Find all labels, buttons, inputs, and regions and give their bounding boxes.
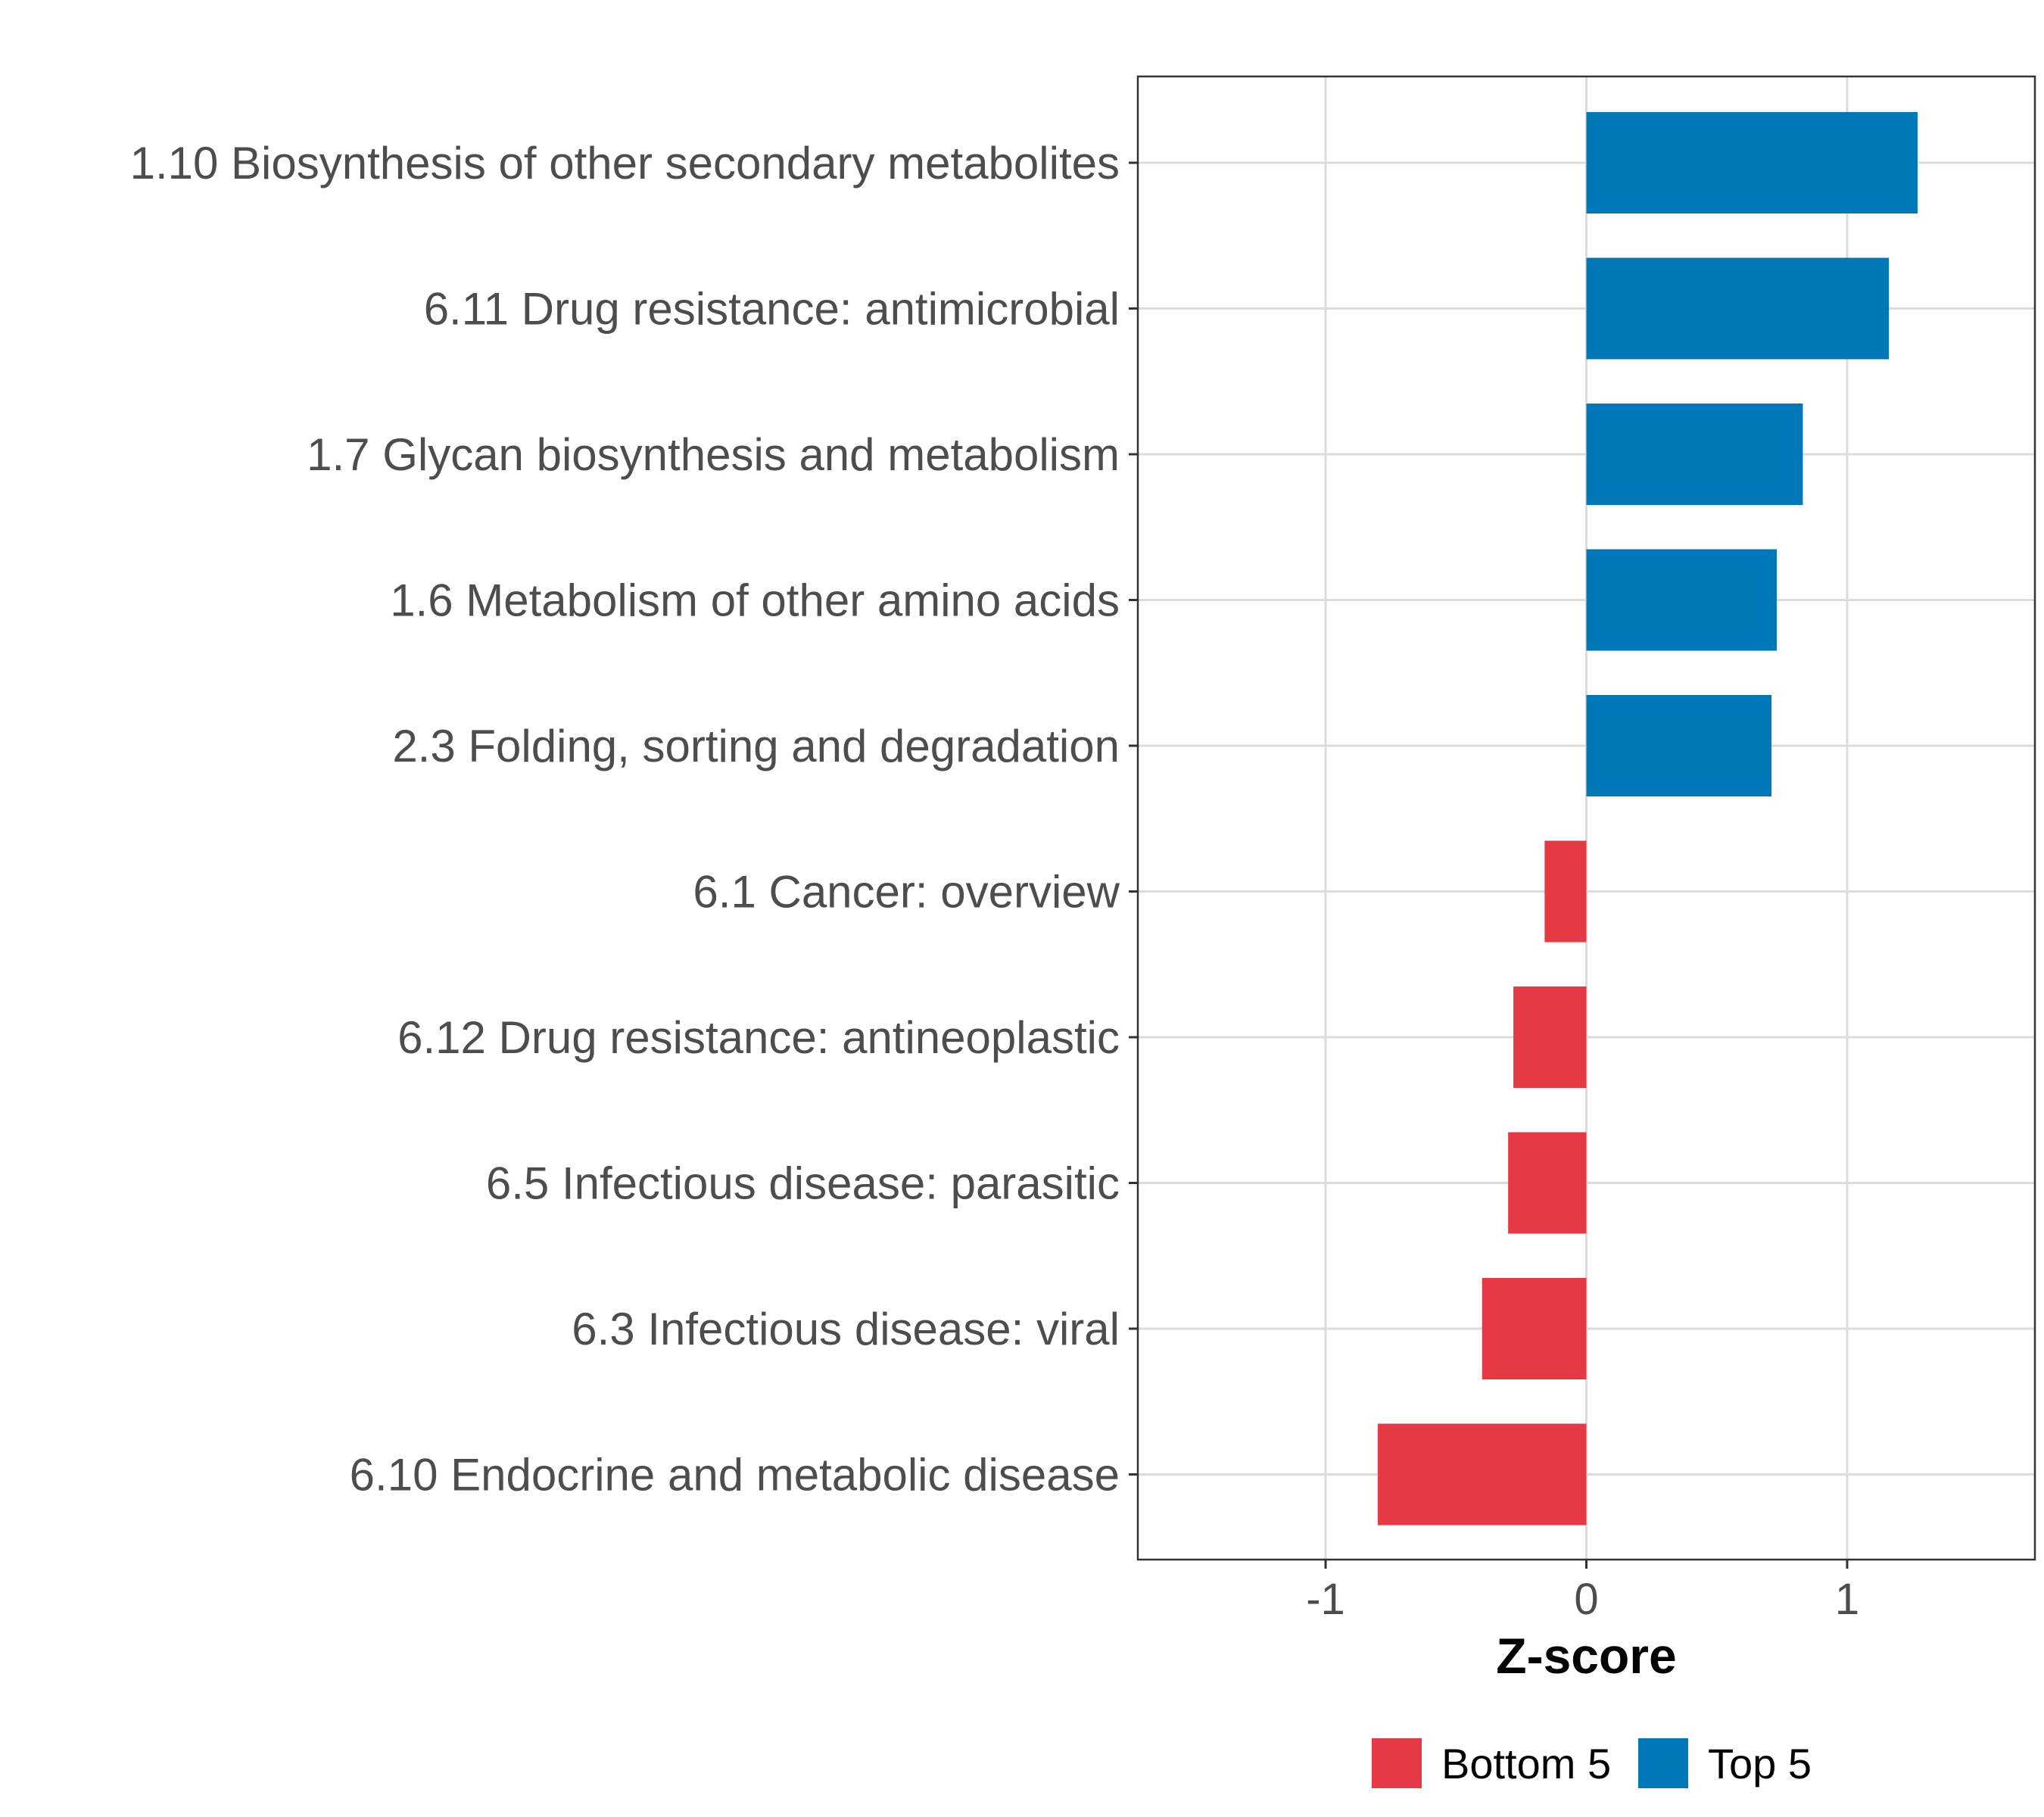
y-tick-label: 6.10 Endocrine and metabolic disease bbox=[350, 1450, 1120, 1501]
bar-9 bbox=[1482, 1278, 1587, 1379]
y-tick-label: 6.11 Drug resistance: antimicrobial bbox=[424, 284, 1120, 335]
y-axis: 1.10 Biosynthesis of other secondary met… bbox=[130, 138, 1138, 1501]
y-tick-label: 1.6 Metabolism of other amino acids bbox=[390, 575, 1120, 626]
y-tick-label: 2.3 Folding, sorting and degradation bbox=[392, 721, 1120, 771]
y-tick-label: 6.5 Infectious disease: parasitic bbox=[486, 1158, 1120, 1209]
bar-5 bbox=[1586, 695, 1772, 796]
y-tick-label: 6.1 Cancer: overview bbox=[693, 867, 1120, 918]
y-tick-label: 1.7 Glycan biosynthesis and metabolism bbox=[307, 429, 1120, 480]
bar-3 bbox=[1586, 404, 1803, 505]
x-tick-label: -1 bbox=[1306, 1575, 1345, 1624]
bar-4 bbox=[1586, 549, 1777, 651]
legend: Bottom 5 Top 5 bbox=[1372, 1738, 1812, 1788]
legend-swatch bbox=[1372, 1738, 1422, 1788]
x-axis-title: Z-score bbox=[1496, 1628, 1676, 1684]
bar-7 bbox=[1513, 986, 1587, 1088]
legend-label: Bottom 5 bbox=[1441, 1740, 1611, 1787]
x-tick-label: 1 bbox=[1835, 1575, 1859, 1624]
x-axis: -1 0 1 bbox=[1306, 1560, 1859, 1624]
y-tick-label: 1.10 Biosynthesis of other secondary met… bbox=[130, 138, 1120, 189]
legend-label: Top 5 bbox=[1708, 1740, 1812, 1787]
y-tick-label: 6.12 Drug resistance: antineoplastic bbox=[397, 1012, 1120, 1063]
legend-swatch bbox=[1638, 1738, 1688, 1788]
bar-6 bbox=[1544, 840, 1587, 943]
y-tick-label: 6.3 Infectious disease: viral bbox=[572, 1304, 1120, 1354]
bar-1 bbox=[1586, 112, 1918, 213]
bar-8 bbox=[1508, 1132, 1587, 1234]
bar-2 bbox=[1586, 257, 1890, 360]
x-tick-label: 0 bbox=[1574, 1575, 1598, 1624]
bars bbox=[1377, 112, 1918, 1526]
bar-10 bbox=[1377, 1423, 1587, 1526]
